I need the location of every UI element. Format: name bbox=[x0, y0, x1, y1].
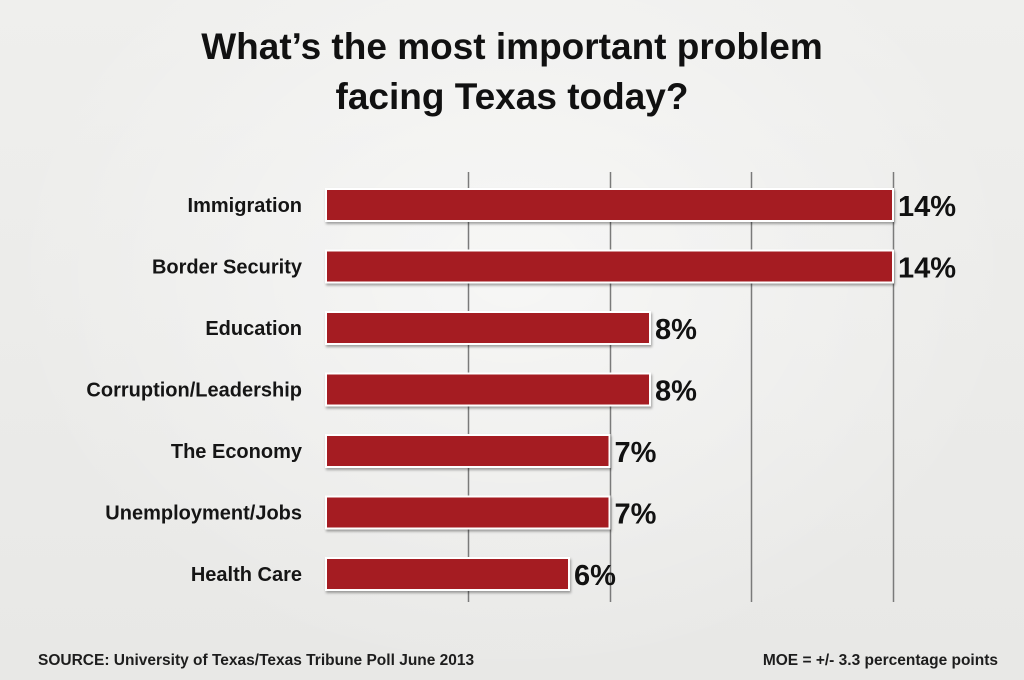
moe-note: MOE = +/- 3.3 percentage points bbox=[762, 652, 998, 669]
value-label-2: 14% bbox=[898, 253, 956, 285]
category-label-3: Education bbox=[205, 318, 302, 340]
category-label-7: Health Care bbox=[191, 564, 302, 586]
bar-6 bbox=[325, 495, 611, 530]
bar-5 bbox=[325, 434, 611, 468]
bars bbox=[325, 188, 894, 591]
value-label-4: 8% bbox=[655, 376, 697, 408]
value-label-7: 6% bbox=[574, 560, 616, 592]
category-labels: Immigration Border Security Education Corru… bbox=[86, 195, 302, 586]
source-note: SOURCE: University of Texas/Texas Tribun… bbox=[38, 652, 475, 669]
value-label-1: 14% bbox=[898, 191, 956, 223]
category-label-4: Corruption/Leadership bbox=[86, 380, 302, 402]
bar-3 bbox=[325, 311, 651, 345]
chart-title: What’s the most important problem facing… bbox=[0, 22, 1024, 122]
category-label-6: Unemployment/Jobs bbox=[105, 503, 302, 525]
bar-7 bbox=[325, 557, 570, 591]
value-label-3: 8% bbox=[655, 314, 697, 346]
value-label-5: 7% bbox=[615, 437, 657, 469]
category-label-1: Immigration bbox=[188, 195, 302, 217]
bar-4 bbox=[325, 372, 651, 407]
value-label-6: 7% bbox=[615, 499, 657, 531]
category-label-5: The Economy bbox=[171, 441, 303, 463]
bar-1 bbox=[325, 188, 894, 222]
value-labels: 14% 14% 8% 8% 7% 7% 6% bbox=[574, 191, 956, 592]
chart-title-line-2: facing Texas today? bbox=[335, 76, 689, 117]
category-label-2: Border Security bbox=[152, 257, 303, 279]
bar-2 bbox=[325, 249, 894, 284]
chart-title-line-1: What’s the most important problem bbox=[201, 26, 823, 67]
